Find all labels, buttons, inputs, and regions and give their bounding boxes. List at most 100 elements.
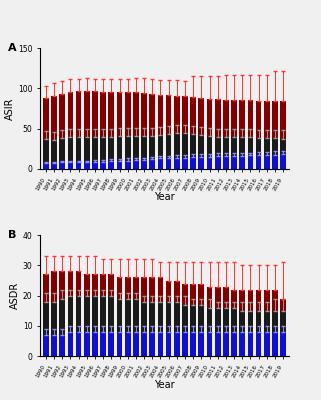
Bar [51,96,57,169]
Bar [133,278,139,356]
Bar [166,280,171,356]
Bar [149,302,155,356]
Bar [190,97,196,169]
Bar [272,311,278,356]
Bar [239,311,245,356]
Bar [256,138,262,169]
Bar [92,136,98,169]
Bar [51,163,57,169]
Bar [256,101,262,169]
Bar [207,136,213,169]
Bar [67,296,73,356]
Bar [174,158,180,169]
Bar [59,272,65,356]
Bar [272,332,278,356]
Bar [67,272,73,356]
Bar [256,155,262,169]
Bar [166,158,171,169]
Bar [264,138,270,169]
Bar [223,332,229,356]
Bar [108,161,114,169]
Bar [59,299,65,356]
Bar [76,162,82,169]
Bar [84,332,90,356]
Bar [149,332,155,356]
Bar [215,136,221,169]
Bar [149,159,155,169]
Bar [166,95,171,169]
Bar [198,332,204,356]
Bar [158,135,163,169]
Bar [76,296,82,356]
Bar [280,311,286,356]
Bar [125,136,131,169]
Bar [190,284,196,356]
Bar [264,332,270,356]
Bar [92,91,98,169]
Bar [84,91,90,169]
Bar [166,332,171,356]
Bar [264,155,270,169]
Bar [190,157,196,169]
Bar [158,302,163,356]
Bar [215,99,221,169]
Bar [100,136,106,169]
Bar [215,156,221,169]
Bar [280,154,286,169]
Bar [182,332,188,356]
Bar [182,133,188,169]
Bar [239,137,245,169]
Bar [174,280,180,356]
Bar [158,95,163,169]
Bar [166,134,171,169]
Bar [92,332,98,356]
Bar [117,332,122,356]
Bar [223,136,229,169]
Bar [141,136,147,169]
Bar [149,94,155,169]
Bar [264,290,270,356]
Bar [117,92,122,169]
Bar [51,272,57,356]
Bar [59,335,65,356]
Bar [125,92,131,169]
Bar [190,305,196,356]
Bar [76,272,82,356]
Bar [207,157,213,169]
Bar [247,311,253,356]
Bar [100,332,106,356]
Bar [239,100,245,169]
Bar [67,136,73,169]
Bar [117,161,122,169]
Bar [158,278,163,356]
Bar [280,332,286,356]
Bar [174,332,180,356]
Legend: Global, China, USA: Global, China, USA [102,232,227,247]
Bar [198,135,204,169]
Bar [231,156,237,169]
Bar [43,139,49,169]
Bar [141,302,147,356]
Bar [280,139,286,169]
Bar [215,308,221,356]
Text: B: B [8,230,16,240]
Bar [280,101,286,169]
Bar [76,91,82,169]
Bar [272,101,278,169]
Bar [264,311,270,356]
Bar [247,290,253,356]
Bar [223,308,229,356]
Bar [174,96,180,169]
Bar [223,156,229,169]
Bar [84,136,90,169]
Bar [59,162,65,169]
Bar [141,278,147,356]
Bar [207,99,213,169]
Bar [247,155,253,169]
Bar [84,162,90,169]
Bar [141,332,147,356]
Bar [141,160,147,169]
Bar [43,302,49,356]
X-axis label: Year: Year [154,380,175,390]
Bar [117,278,122,356]
